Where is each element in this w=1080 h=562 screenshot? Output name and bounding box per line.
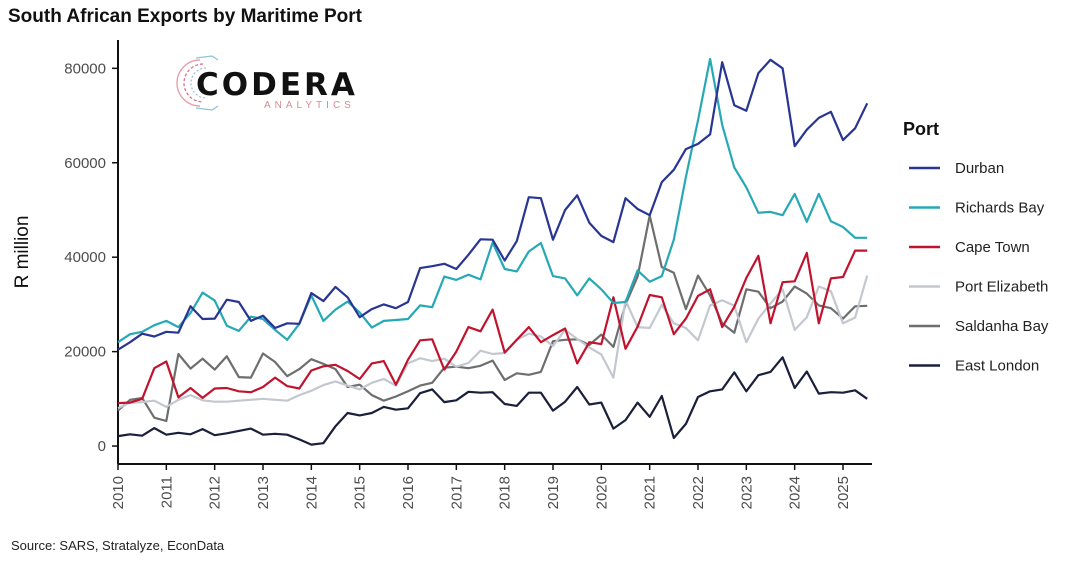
x-tick-label: 2017 xyxy=(448,476,465,509)
logo-subtitle: ANALYTICS xyxy=(264,100,355,111)
x-tick-label: 2025 xyxy=(835,476,852,509)
chart-title: South African Exports by Maritime Port xyxy=(8,6,363,27)
x-tick-label: 2018 xyxy=(497,476,514,509)
x-tick-label: 2016 xyxy=(400,476,417,509)
legend-label: Cape Town xyxy=(955,239,1030,256)
y-tick-label: 60000 xyxy=(64,155,106,172)
y-ticks: 0 20000 40000 60000 80000 xyxy=(64,60,118,455)
x-tick-label: 2013 xyxy=(255,476,272,509)
legend-title: Port xyxy=(903,119,939,139)
series-line-durban xyxy=(117,58,869,351)
y-axis-title: R million xyxy=(12,216,33,289)
y-tick-label: 80000 xyxy=(64,60,106,77)
x-tick-label: 2011 xyxy=(158,476,175,508)
source-note: Source: SARS, Stratalyze, EconData xyxy=(11,538,225,553)
y-tick-label: 20000 xyxy=(64,344,106,361)
series-lines xyxy=(117,57,869,446)
logo-circuit-icon xyxy=(176,55,219,111)
x-tick-label: 2015 xyxy=(352,476,369,509)
x-tick-label: 2024 xyxy=(787,476,804,509)
x-tick-label: 2010 xyxy=(110,476,127,509)
y-tick-label: 40000 xyxy=(64,249,106,266)
legend-item: Durban xyxy=(909,160,1004,177)
x-tick-label: 2021 xyxy=(642,476,659,509)
x-tick-label: 2022 xyxy=(690,476,707,509)
y-tick-label: 0 xyxy=(98,438,106,455)
legend-label: Saldanha Bay xyxy=(955,318,1049,335)
x-tick-label: 2019 xyxy=(545,476,562,509)
x-tick-label: 2023 xyxy=(738,476,755,509)
series-line-saldanha-bay xyxy=(117,214,868,423)
legend-label: East London xyxy=(955,358,1039,375)
legend-item: Richards Bay xyxy=(909,200,1045,217)
x-tick-label: 2012 xyxy=(207,476,224,509)
legend-item: Saldanha Bay xyxy=(909,318,1049,335)
legend: Port Durban Richards Bay Cape Town Port Eli… xyxy=(903,119,1049,375)
codera-logo: CODERA ANALYTICS xyxy=(176,55,358,111)
logo-wordmark: CODERA xyxy=(196,67,358,103)
x-tick-label: 2020 xyxy=(593,476,610,509)
series-line-richards-bay xyxy=(117,57,868,344)
x-tick-label: 2014 xyxy=(303,476,320,509)
series-line-cape-town xyxy=(117,249,868,405)
legend-item: East London xyxy=(909,358,1039,375)
legend-label: Richards Bay xyxy=(955,200,1045,217)
legend-label: Port Elizabeth xyxy=(955,279,1048,296)
series-line-port-elizabeth xyxy=(117,275,869,410)
legend-label: Durban xyxy=(955,160,1004,177)
legend-item: Port Elizabeth xyxy=(909,279,1048,296)
x-ticks: 2010 2011 2012 2013 2014 2015 2016 2017 2018 2019… xyxy=(110,464,852,509)
legend-item: Cape Town xyxy=(909,239,1030,256)
series-line-east-london xyxy=(117,356,868,446)
